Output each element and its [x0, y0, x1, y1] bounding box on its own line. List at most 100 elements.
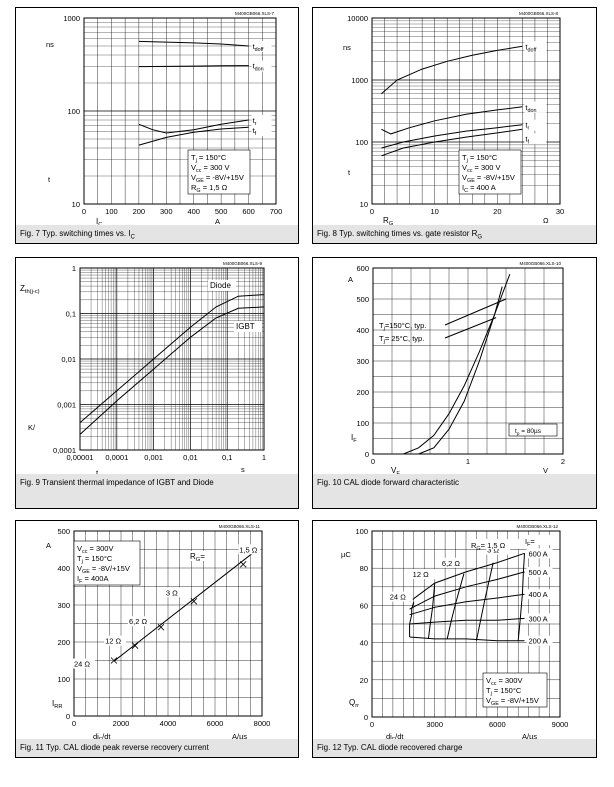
- x-axis-unit: s: [241, 465, 245, 474]
- chart-fig7: 0 100 200 300 400 500 600 700 10 100 1000 M400GB066…: [46, 11, 282, 228]
- y-tick-label: 500: [356, 295, 369, 304]
- y-tick-label: 10: [360, 200, 368, 209]
- x-axis-unit: A/µs: [232, 732, 247, 741]
- x-tick-label: 0,1: [222, 453, 232, 462]
- series-label-symbol: T: [379, 334, 384, 343]
- legend-entry-rest: = 300 V: [472, 163, 500, 172]
- x-tick-label: 2000: [113, 719, 130, 728]
- note-text: tp = 80µs: [515, 428, 542, 436]
- y-tick-label: 80: [360, 564, 368, 573]
- point-label: 12 Ω: [105, 637, 121, 646]
- current-label-bg: [526, 548, 553, 559]
- chart-code-label: M400GB066.XLS-10: [519, 261, 561, 266]
- plot-frame: [83, 17, 277, 205]
- series-label: tdoff: [253, 42, 264, 53]
- y-axis-label: t: [348, 168, 351, 177]
- series-line: [409, 601, 415, 637]
- legend-box: [482, 672, 548, 708]
- x-tick-label: 20: [493, 207, 501, 216]
- legend-entry-symbol: R: [191, 183, 197, 192]
- y-tick-label: 40: [360, 639, 368, 648]
- legend-entry-symbol: V: [77, 544, 82, 553]
- data-point: [190, 598, 198, 605]
- series-label-subscript: r: [527, 126, 529, 132]
- y-tick-label: 200: [57, 638, 70, 647]
- rg-label: 6,2 Ω: [442, 559, 461, 568]
- series-line: [79, 294, 265, 423]
- series-label: Diode: [210, 281, 231, 290]
- if-title-label-symbol: I: [525, 537, 527, 546]
- chart-panel-fig11: 0 2000 4000 6000 8000 0 100 200 300 400 500 M400GB0…: [15, 520, 299, 758]
- x-tick-label: 400: [187, 207, 200, 216]
- legend-entry-subscript: GE: [196, 178, 204, 184]
- y-axis-unit: K/: [28, 423, 36, 432]
- legend-entry: Tj = 150°C: [486, 686, 522, 697]
- y-axis-label-symbol: Z: [20, 284, 25, 293]
- series-label-subscript: f: [255, 131, 257, 137]
- y-axis-label: Qrr: [349, 698, 359, 709]
- chart-panel-fig9: 0,00001 0,0001 0,001 0,01 0,1 1 0,0001 0,001 0,0…: [15, 257, 299, 509]
- data-point: [131, 642, 139, 649]
- x-axis-label-rest: /dt: [102, 732, 111, 741]
- legend-entry-symbol: T: [462, 153, 467, 162]
- x-tick-label: 3000: [426, 720, 443, 729]
- legend-entry-subscript: cc: [196, 168, 202, 174]
- chart-panel-fig8: 0 10 20 30 10 100 1000 10000 M400GB066.XLS-8 tdof…: [312, 7, 597, 244]
- series-label-symbol: t: [525, 121, 528, 130]
- y-tick-label: 0,0001: [53, 446, 76, 455]
- series-label: tf: [253, 126, 257, 137]
- legend-entry-symbol: V: [486, 696, 491, 705]
- chart-code-label: M400GB066.XLS-11: [219, 524, 261, 529]
- y-tick-label: 200: [356, 388, 369, 397]
- legend-entry-subscript: cc: [467, 168, 473, 174]
- note-box: [508, 423, 558, 437]
- point-label: 1,5 Ω: [239, 545, 258, 554]
- chart-caption: Fig. 12 Typ. CAL diode recovered charge: [313, 739, 596, 757]
- legend-entry-symbol: V: [462, 173, 467, 182]
- y-axis-label-symbol: I: [52, 699, 54, 708]
- x-axis-label: RG: [383, 216, 394, 227]
- series-label: Tj= 25°C, typ.: [379, 334, 424, 345]
- legend-entry-rest: = 150°C: [492, 686, 522, 695]
- y-axis-label: IRR: [52, 699, 63, 710]
- series-label-bg: [251, 115, 272, 127]
- point-label-bg: [238, 544, 261, 555]
- note-text-subscript: p: [517, 431, 520, 436]
- series-line: [138, 65, 249, 68]
- series-label: tr: [525, 121, 529, 132]
- x-tick-label: 0,00001: [66, 453, 93, 462]
- legend-box: [73, 540, 141, 586]
- x-axis-label-symbol: di: [93, 732, 99, 741]
- legend-entry-subscript: G: [196, 188, 200, 194]
- legend-entry-rest: = 300 V: [201, 163, 229, 172]
- y-tick-label: 10000: [347, 14, 368, 23]
- y-tick-label: 0,1: [66, 310, 76, 319]
- y-tick-label: 1: [72, 264, 76, 273]
- y-axis-label-subscript: F: [353, 438, 357, 444]
- series-label-subscript: doff: [527, 47, 536, 53]
- series-leader-line: [444, 317, 497, 339]
- series-label-symbol: t: [253, 116, 256, 125]
- chart-caption: Fig. 8 Typ. switching times vs. gate res…: [313, 225, 596, 243]
- y-axis-unit: A: [46, 541, 51, 550]
- rg-title-label: RG= 1,5 Ω: [471, 541, 506, 552]
- y-axis-label-subscript: rr: [355, 703, 359, 709]
- x-axis-label-symbol: t: [96, 469, 99, 478]
- legend-entry: Vcc = 300 V: [462, 163, 501, 174]
- series-label-symbol: t: [525, 134, 528, 143]
- legend-entry-symbol: T: [486, 686, 491, 695]
- series-label-symbol: t: [525, 42, 528, 51]
- note-text-rest: = 80µs: [519, 428, 541, 435]
- series-label-subscript: don: [255, 67, 264, 73]
- series-label-symbol: t: [525, 103, 528, 112]
- chart-panel-fig7: 0 100 200 300 400 500 600 700 10 100 1000 M400GB066…: [15, 7, 299, 244]
- series-label: tdon: [525, 103, 536, 114]
- series-label-symbol: t: [253, 126, 256, 135]
- legend-entry-subscript: j: [195, 158, 197, 164]
- series-label-subscript: doff: [255, 47, 264, 53]
- y-tick-label: 60: [360, 601, 368, 610]
- legend-entry: Tj = 150°C: [191, 153, 227, 164]
- current-label: 200 A: [528, 637, 547, 646]
- legend-entry-subscript: GE: [491, 701, 499, 707]
- x-axis-label-symbol: R: [383, 216, 389, 225]
